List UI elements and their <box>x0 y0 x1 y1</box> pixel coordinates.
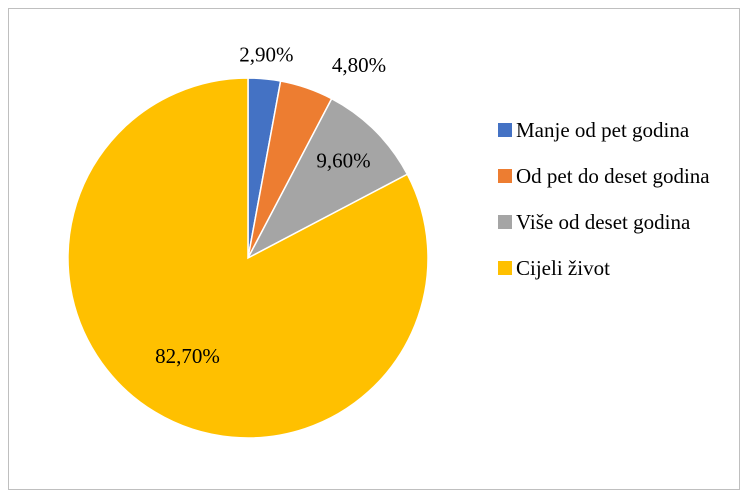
chart-frame <box>8 8 740 490</box>
pie-slice <box>246 97 409 260</box>
legend-swatch <box>498 123 512 137</box>
legend-label: Cijeli život <box>516 256 610 280</box>
legend-item: Cijeli život <box>498 254 726 282</box>
legend-label: Od pet do deset godina <box>516 164 710 188</box>
data-label: 82,70% <box>155 344 220 368</box>
data-label: 9,60% <box>316 148 370 172</box>
legend-label: Više od deset godina <box>516 210 691 234</box>
legend-item: Manje od pet godina <box>498 116 726 144</box>
data-label: 2,90% <box>239 43 293 67</box>
legend-swatch <box>498 169 512 183</box>
legend-swatch <box>498 215 512 229</box>
data-label: 4,80% <box>332 53 386 77</box>
legend-swatch <box>498 261 512 275</box>
legend-label: Manje od pet godina <box>516 118 690 142</box>
legend: Manje od pet godina Od pet do deset godin… <box>498 116 726 300</box>
pie-slice <box>67 77 429 439</box>
legend-item: Više od deset godina <box>498 208 726 236</box>
legend-item: Od pet do deset godina <box>498 162 726 190</box>
